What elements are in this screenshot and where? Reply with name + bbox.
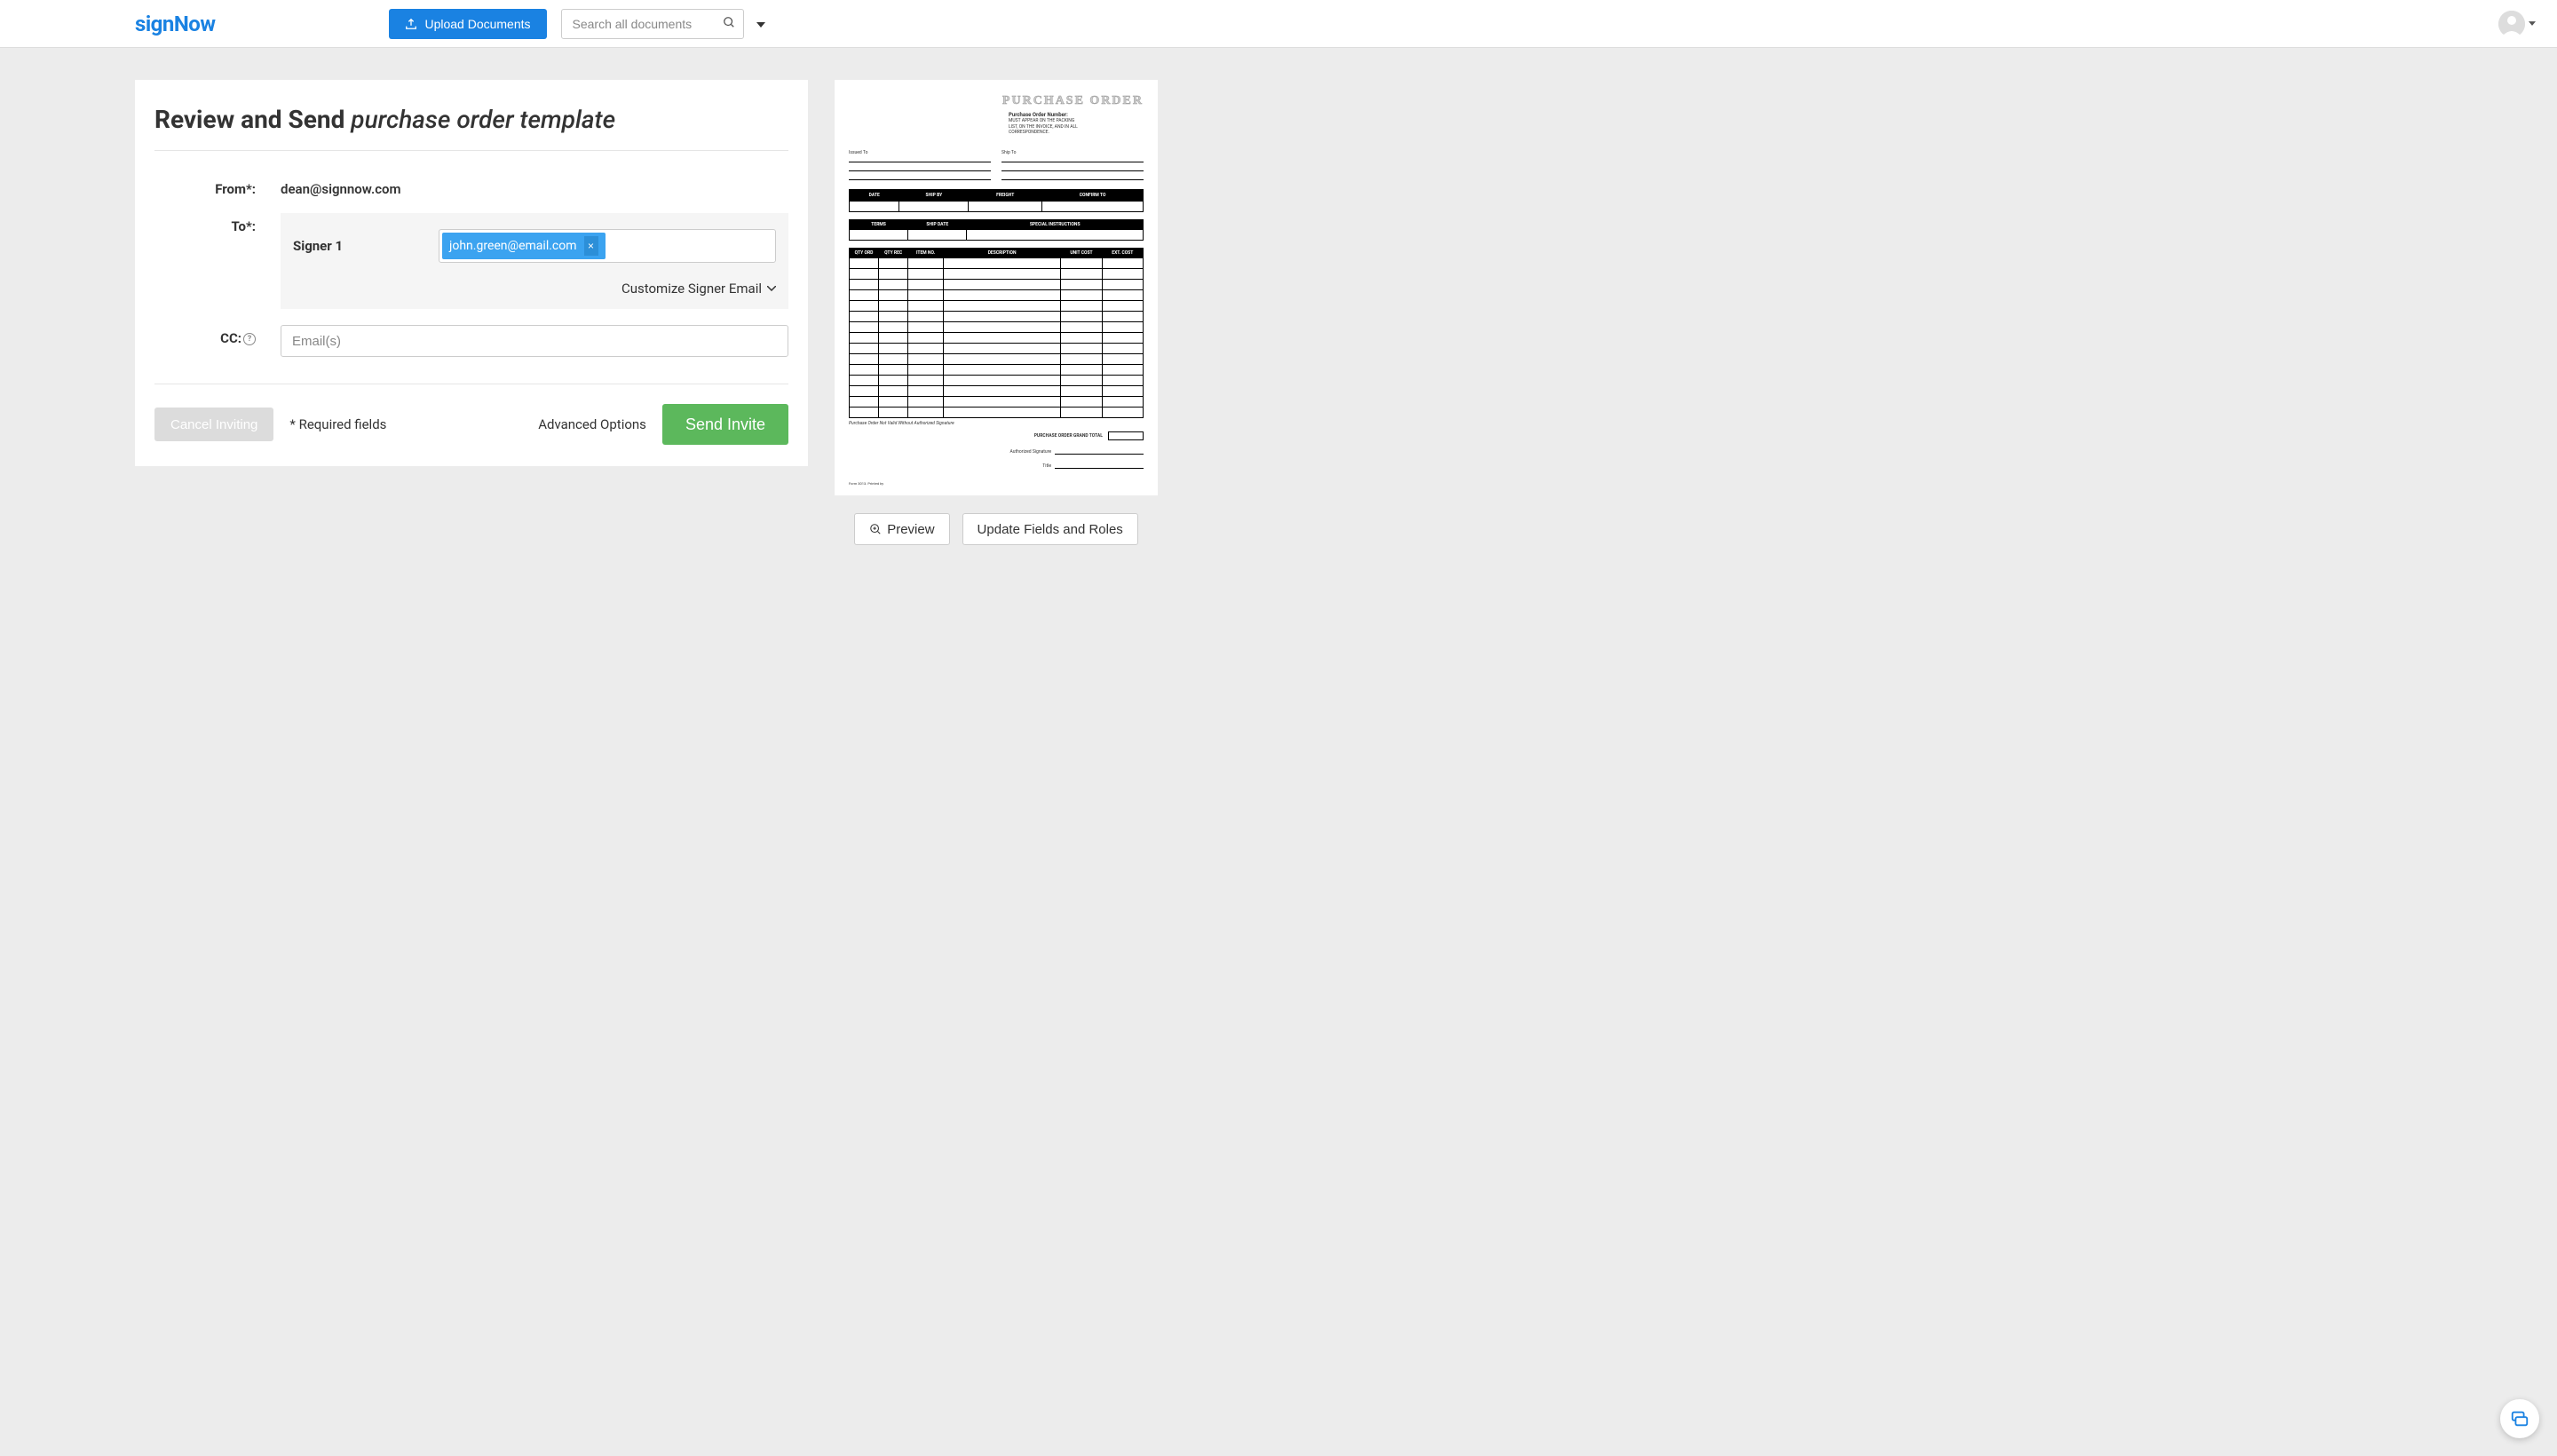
email-chip-text: john.green@email.com (449, 239, 577, 253)
to-section: Signer 1 john.green@email.com × Customiz… (281, 213, 788, 309)
avatar (2498, 11, 2525, 37)
upload-documents-button[interactable]: Upload Documents (389, 9, 546, 39)
from-value: dean@signnow.com (281, 176, 788, 197)
po-header-table-1: DATESHIP BYFREIGHTCONFIRM TO (849, 189, 1144, 212)
send-invite-button[interactable]: Send Invite (662, 404, 788, 445)
help-icon[interactable]: ? (243, 333, 256, 345)
signer-email-input[interactable]: john.green@email.com × (439, 229, 776, 263)
logo[interactable]: signNow (135, 12, 215, 36)
po-auth-sig: Authorized Signature (849, 449, 1144, 455)
email-chip: john.green@email.com × (442, 233, 606, 259)
cancel-inviting-button[interactable]: Cancel Inviting (154, 408, 273, 441)
zoom-icon (869, 523, 882, 535)
po-grand-total: PURCHASE ORDER GRAND TOTAL (849, 431, 1144, 440)
search-box (561, 9, 744, 39)
search-icon[interactable] (723, 16, 735, 32)
po-form-label: Form 3013. Printed by (849, 481, 1144, 486)
cc-input[interactable] (281, 325, 788, 357)
preview-label: Preview (887, 522, 934, 537)
required-fields-note: * Required fields (289, 416, 386, 432)
from-label: From*: (154, 176, 281, 197)
signer-row: Signer 1 john.green@email.com × (293, 229, 776, 263)
update-fields-button[interactable]: Update Fields and Roles (962, 513, 1138, 545)
po-title-line: Title (849, 463, 1144, 469)
cc-label: CC:? (154, 325, 281, 357)
user-menu[interactable] (2498, 11, 2536, 37)
po-note: CORRESPONDENCE. (1009, 130, 1144, 136)
signer-label: Signer 1 (293, 238, 426, 254)
search-dropdown-caret[interactable] (751, 13, 771, 34)
cc-row: CC:? (154, 325, 788, 357)
review-send-card: Review and Send purchase order template … (135, 80, 808, 466)
po-addresses: Issued To Ship To (849, 150, 1144, 182)
to-label: To*: (154, 213, 281, 309)
header: signNow Upload Documents (0, 0, 2557, 48)
page-title: Review and Send purchase order template (154, 105, 788, 151)
caret-down-icon (2529, 21, 2536, 26)
chat-fab[interactable] (2500, 1399, 2539, 1438)
card-footer: Cancel Inviting * Required fields Advanc… (154, 384, 788, 445)
main: Review and Send purchase order template … (0, 48, 2557, 545)
remove-email-button[interactable]: × (584, 236, 598, 256)
customize-signer-email-link[interactable]: Customize Signer Email (293, 281, 776, 297)
upload-icon (405, 18, 417, 30)
preview-buttons: Preview Update Fields and Roles (854, 513, 1138, 545)
po-header-table-2: TERMSSHIP DATESPECIAL INSTRUCTIONS (849, 219, 1144, 241)
upload-label: Upload Documents (424, 17, 530, 31)
search-input[interactable] (561, 9, 744, 39)
customize-label: Customize Signer Email (621, 281, 762, 297)
document-preview: PURCHASE ORDER Purchase Order Number: MU… (835, 80, 1158, 495)
title-prefix: Review and Send (154, 105, 351, 134)
search-group (561, 9, 771, 39)
to-row: To*: Signer 1 john.green@email.com × Cus… (154, 213, 788, 309)
advanced-options-link[interactable]: Advanced Options (538, 416, 646, 432)
title-document-name: purchase order template (351, 105, 615, 134)
preview-panel: PURCHASE ORDER Purchase Order Number: MU… (835, 80, 1158, 545)
po-not-valid: Purchase Order Not Valid Without Authori… (849, 421, 1144, 426)
po-title: PURCHASE ORDER (849, 94, 1144, 108)
po-number-label: Purchase Order Number: (1009, 112, 1144, 118)
chat-icon (2510, 1409, 2529, 1428)
from-row: From*: dean@signnow.com (154, 176, 788, 197)
po-items-table: QTY ORDQTY RECITEM NO.DESCRIPTIONUNIT CO… (849, 248, 1144, 418)
preview-button[interactable]: Preview (854, 513, 949, 545)
chevron-down-icon (767, 286, 776, 291)
